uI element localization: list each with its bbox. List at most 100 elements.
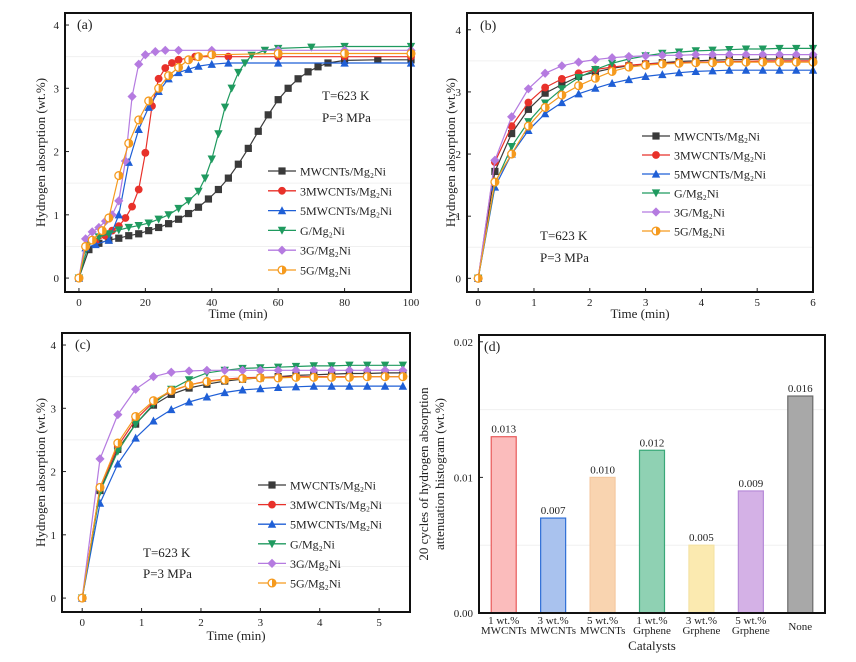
legend-label: MWCNTs/Mg₂Ni [290, 479, 377, 493]
legend-label: 5MWCNTs/Mg₂Ni [300, 204, 393, 218]
bar-value-label: 0.016 [788, 383, 813, 395]
y-axis-label: Hydrogen absorption (wt.%) [443, 78, 458, 227]
data-point [144, 96, 154, 106]
series-5gmgni [473, 57, 818, 283]
data-point [473, 273, 483, 283]
data-point [775, 44, 784, 53]
data-point [741, 57, 751, 67]
data-point [114, 210, 123, 219]
legend: MWCNTs/Mg₂Ni 3MWCNTs/Mg₂Ni 5MWCNTs/Mg₂Ni G/… [258, 479, 383, 591]
data-point [115, 234, 123, 242]
data-point [291, 372, 301, 382]
legend-item: 5G/Mg₂Ni [642, 225, 726, 239]
data-point [658, 70, 667, 79]
marker-half [128, 139, 133, 148]
x-tick-label: 80 [339, 297, 351, 309]
legend-label: G/Mg₂Ni [674, 187, 720, 201]
data-point [237, 374, 248, 384]
data-point [134, 185, 143, 194]
marker-half [260, 374, 265, 382]
x-category-label: None [788, 621, 812, 633]
data-point [85, 246, 93, 254]
marker-half [478, 274, 483, 283]
x-tick-label: 1 [139, 617, 145, 629]
data-point [640, 51, 651, 61]
legend-item: 5MWCNTs/Mg₂Ni [642, 168, 767, 182]
x-axis-label: Catalysts [628, 638, 676, 653]
data-point [363, 361, 372, 370]
marker-half [578, 81, 583, 90]
data-point [134, 125, 143, 134]
x-category-label: 1 wt.% [488, 615, 519, 627]
data-point [184, 397, 194, 406]
x-tick-label: 40 [206, 297, 218, 309]
data-point [344, 372, 354, 382]
data-point [708, 66, 717, 75]
data-point [284, 84, 292, 92]
bar [737, 490, 764, 614]
data-point [607, 59, 617, 68]
data-point [657, 50, 667, 60]
marker-half [511, 150, 516, 158]
data-point [121, 214, 130, 222]
data-point [148, 396, 159, 406]
data-point [174, 215, 183, 223]
data-point [507, 149, 517, 159]
data-point [309, 381, 318, 390]
data-point [380, 365, 390, 375]
data-point [164, 71, 174, 81]
marker-half [331, 373, 336, 382]
data-point [167, 405, 176, 414]
y-tick-label: 1 [51, 530, 57, 542]
data-point [124, 223, 133, 232]
marker-half [135, 412, 140, 421]
data-point [340, 48, 350, 59]
plot-frame [61, 332, 411, 613]
data-point [174, 55, 183, 64]
x-tick-label: 60 [273, 297, 285, 309]
y-tick-label: 0.00 [454, 608, 474, 620]
legend-label: 5MWCNTs/Mg₂Ni [290, 518, 383, 532]
marker-half [198, 52, 203, 61]
bar-group: 0.010 5 wt.%MWCNTs [580, 464, 626, 637]
data-point [174, 204, 183, 213]
x-tick-label: 2 [587, 297, 593, 309]
legend-item: G/Mg₂Ni [258, 537, 336, 551]
x-category-label: MWCNTs [481, 625, 527, 637]
y-tick-label: 1 [54, 210, 60, 222]
data-point [398, 372, 408, 382]
x-tick-label: 20 [140, 297, 152, 309]
annotation-pressure: P=3 MPa [540, 250, 589, 265]
data-point [145, 227, 153, 235]
data-point [254, 127, 262, 135]
legend-item: MWCNTs/Mg₂Ni [258, 479, 377, 493]
marker-half [153, 396, 158, 405]
bar-group: 0.013 1 wt.%MWCNTs [481, 424, 527, 637]
x-axis-label: Time (min) [610, 306, 669, 321]
data-point [134, 221, 143, 230]
data-point [131, 384, 141, 394]
data-point [202, 377, 212, 387]
legend-label: 3G/Mg₂Ni [300, 244, 352, 258]
series-gmgni [74, 42, 416, 283]
bar-group: 0.012 1 wt.%Grphene [633, 437, 671, 637]
data-point [314, 63, 322, 71]
x-category-label: 3 wt.% [538, 615, 569, 627]
data-point [758, 50, 768, 60]
data-point [255, 365, 265, 375]
data-point [244, 144, 252, 152]
x-category-label: Grphene [682, 625, 720, 637]
data-point [707, 58, 718, 68]
data-point [184, 366, 194, 376]
bar-value-label: 0.012 [640, 437, 665, 449]
data-point [758, 57, 768, 67]
marker-half [656, 227, 660, 235]
data-point [758, 45, 767, 54]
data-point [207, 50, 217, 60]
data-point [155, 223, 163, 232]
legend-label: 3MWCNTs/Mg₂Ni [674, 149, 767, 163]
x-category-label: 1 wt.% [636, 615, 667, 627]
x-category-label: 5 wt.% [735, 615, 766, 627]
data-point [149, 416, 158, 425]
series-line [477, 47, 813, 279]
